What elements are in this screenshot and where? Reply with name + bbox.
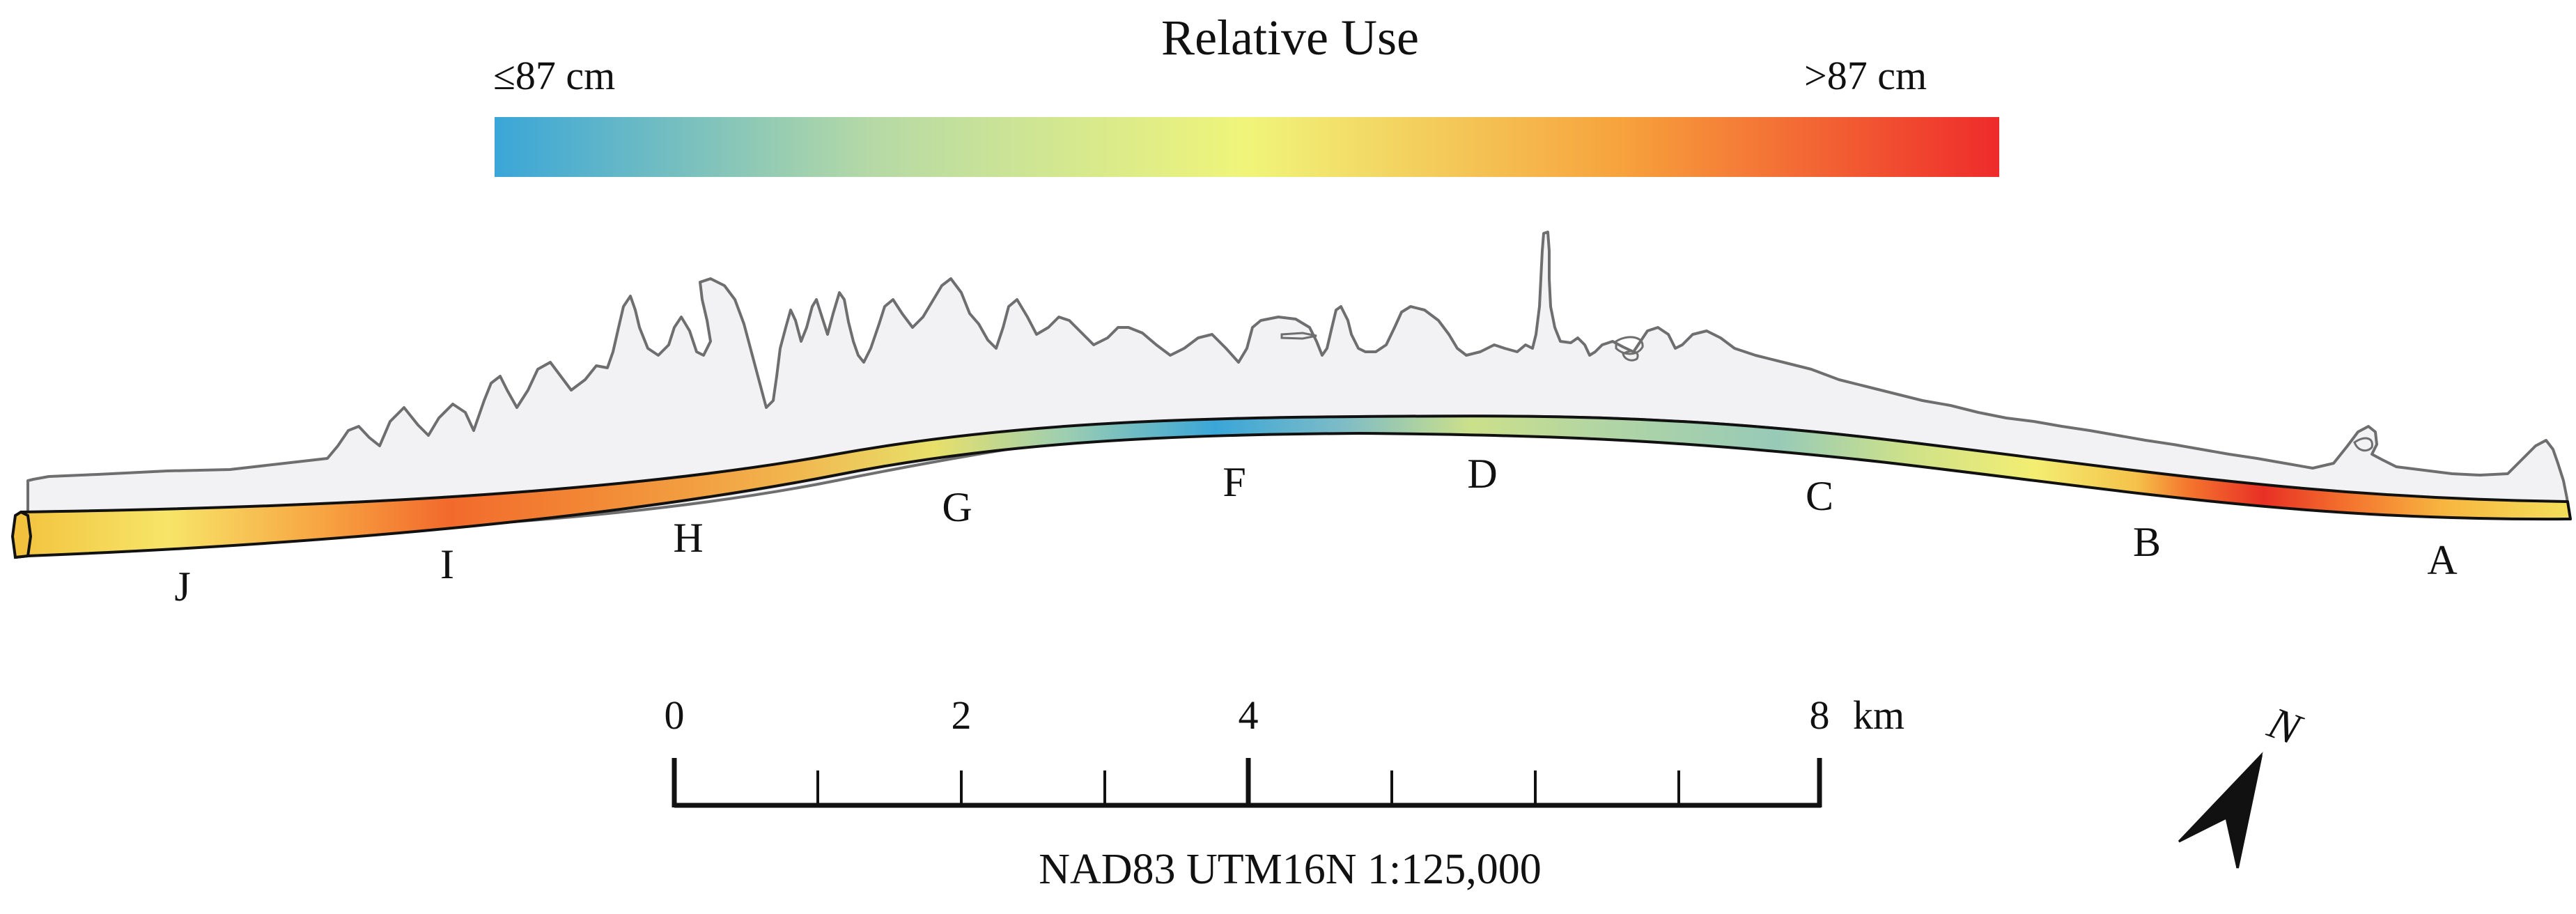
shoreline-west-tip [10,510,33,559]
scale-tick-label-8: 8 [1810,692,1830,738]
shoreline-band [13,415,2572,559]
scale-caption: NAD83 UTM16N 1:125,000 [1039,846,1542,893]
lagoon-detail-2 [1615,336,1644,355]
scale-tick-label-0: 0 [665,692,685,738]
north-arrow-right-half [2236,754,2263,869]
legend: Relative Use ≤87 cm >87 cm [493,10,1999,177]
scale-tick-label-2: 2 [952,692,972,738]
legend-color-ramp [495,117,1999,177]
legend-title: Relative Use [1161,10,1419,65]
site-label-a: A [2427,537,2457,583]
site-label-d: D [1467,451,1497,497]
site-label-c: C [1806,473,1833,519]
site-label-f: F [1223,459,1246,505]
lagoon-detail-4 [2353,437,2373,452]
north-arrow: N [2178,697,2309,869]
site-label-h: H [673,515,703,561]
scale-tick-label-4: 4 [1239,692,1259,738]
scale-unit-label: km [1853,692,1904,738]
site-label-i: I [440,541,454,587]
scale-bar: 0 2 4 8 km NAD83 UTM16N 1:125,000 [665,692,1905,893]
north-arrow-label: N [2261,697,2309,755]
legend-low-label: ≤87 cm [493,53,615,98]
lagoon-detail-1 [1280,332,1317,340]
scale-bar-lines [672,758,1822,808]
lagoon-detail-3 [1622,350,1639,362]
legend-high-label: >87 cm [1804,53,1927,98]
site-label-b: B [2133,519,2161,565]
site-labels: J I H G F D C B A [174,451,2457,610]
site-label-g: G [942,484,972,530]
site-label-j: J [174,564,190,610]
shoreline-use-band [10,415,2572,559]
